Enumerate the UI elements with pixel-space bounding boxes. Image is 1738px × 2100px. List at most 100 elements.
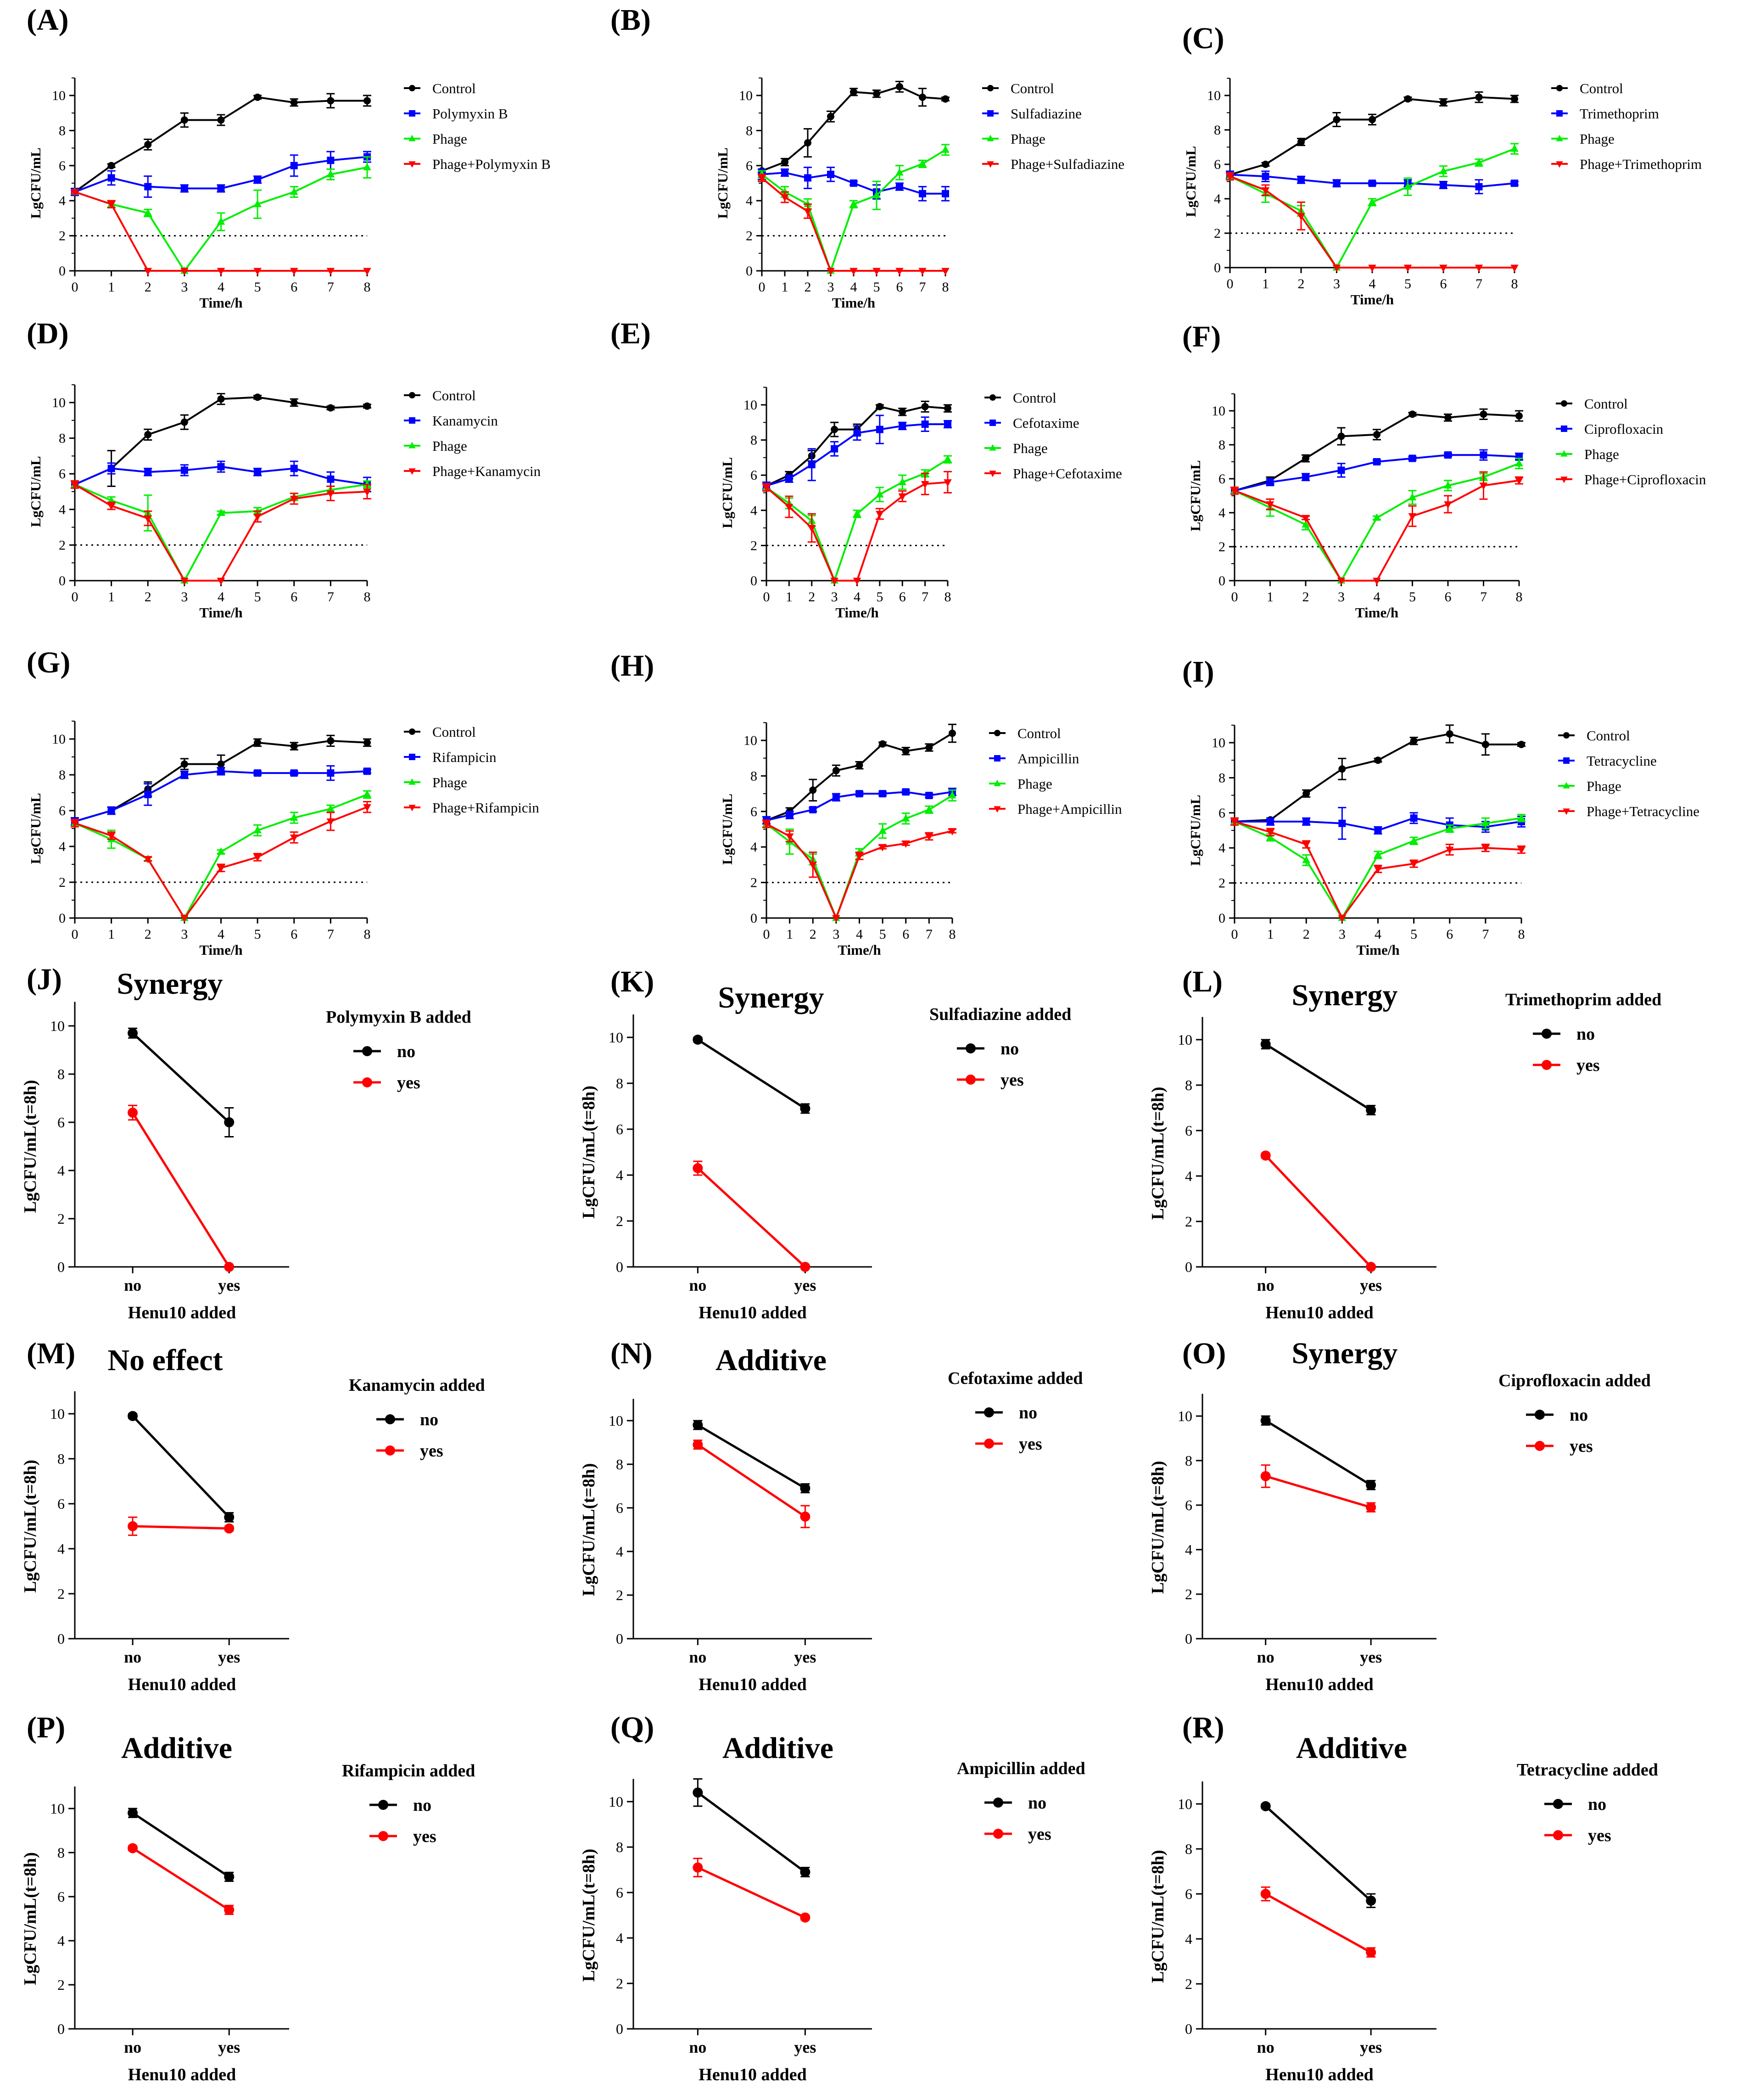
data-point: [1515, 412, 1523, 420]
x-tick-label: no: [124, 2038, 141, 2056]
y-tick-label: 10: [743, 398, 757, 413]
data-point: [876, 511, 884, 519]
y-axis-label: LgCFU/mL(t=8h): [579, 1463, 598, 1596]
data-point: [128, 1808, 138, 1818]
data-point: [144, 515, 152, 523]
y-tick-label: 10: [1212, 735, 1225, 750]
data-point: [1368, 264, 1376, 272]
data-point: [1518, 740, 1525, 748]
data-point: [144, 468, 152, 476]
data-point: [800, 1512, 810, 1522]
data-point: [762, 484, 771, 492]
y-axis-label: LgCFU/mL: [719, 457, 735, 528]
series-line: [74, 770, 368, 823]
legend: Kanamycin added no yes: [349, 1376, 485, 1461]
data-point: [107, 833, 116, 840]
x-tick-label: 1: [782, 280, 788, 295]
legend-label: Control: [1584, 396, 1628, 412]
series-line: [74, 483, 368, 582]
legend-title: Rifampicin added: [342, 1761, 475, 1781]
y-tick-label: 6: [57, 1114, 65, 1131]
data-point: [1262, 161, 1269, 168]
data-point: [1511, 179, 1518, 187]
data-point: [762, 821, 771, 829]
data-point: [290, 769, 298, 777]
data-point: [901, 840, 910, 848]
legend-label: yes: [1000, 1070, 1024, 1090]
x-tick-label: 6: [899, 589, 906, 605]
y-tick-label: 10: [50, 1800, 65, 1817]
y-axis-label: LgCFU/mL(t=8h): [21, 1852, 40, 1985]
series-line: [761, 85, 946, 172]
y-tick-label: 2: [1218, 876, 1225, 891]
legend-swatch-marker: [987, 161, 994, 168]
data-point: [902, 747, 910, 755]
legend-swatch-marker: [408, 442, 416, 448]
data-point: [1517, 813, 1526, 821]
series-control: [71, 734, 371, 826]
x-tick-label: 6: [291, 927, 297, 942]
y-tick-label: 6: [746, 158, 753, 174]
series-phage-ciprofloxacin: [1230, 471, 1523, 585]
y-tick-label: 2: [1185, 1213, 1192, 1230]
timecourse-panel-g: (G) 0 2 4 6 8 10 0 1 2 3 4 5 6 7 8 Time/h LgCFU/mL Control…: [27, 646, 539, 958]
data-point: [253, 854, 262, 862]
data-point: [326, 818, 335, 826]
legend-label: Phage: [1584, 446, 1619, 462]
y-tick-label: 10: [609, 1793, 623, 1810]
y-tick-label: 4: [750, 840, 757, 855]
data-point: [1403, 264, 1412, 272]
data-point: [128, 1028, 138, 1038]
x-tick-label: 8: [949, 927, 956, 942]
series-yes: [693, 1858, 810, 1923]
panel-label: (N): [610, 1337, 653, 1370]
data-point: [290, 496, 298, 504]
series-rifampicin: [71, 765, 371, 826]
legend-swatch-marker: [1560, 476, 1568, 483]
data-point: [1444, 451, 1452, 459]
data-point: [327, 157, 335, 164]
legend-label: Phage+Rifampicin: [432, 800, 539, 816]
legend-label: Phage: [1017, 776, 1052, 792]
series-phage: [758, 144, 950, 274]
series-no: [693, 1778, 810, 1877]
y-tick-label: 10: [1178, 1796, 1192, 1812]
series-yes: [1260, 1464, 1376, 1513]
panel-label: (D): [27, 317, 69, 350]
data-point: [363, 480, 371, 487]
x-tick-label: 6: [902, 927, 909, 942]
y-tick-label: 2: [616, 1975, 623, 1992]
data-point: [1333, 116, 1341, 123]
y-tick-label: 10: [50, 1406, 65, 1422]
y-tick-label: 8: [59, 123, 66, 138]
legend-title: Ciprofloxacin added: [1498, 1371, 1651, 1390]
interaction-panel-p: (P) Additive 0 2 4 6 8 10 no yes Henu10 added LgCFU…: [21, 1711, 475, 2084]
data-point: [809, 806, 817, 813]
series-line: [1265, 1043, 1372, 1111]
legend-label: Tetracycline: [1587, 753, 1657, 769]
legend-label: no: [413, 1796, 431, 1815]
data-point: [217, 185, 225, 192]
data-point: [855, 853, 864, 861]
series-phage-ampicillin: [762, 819, 956, 923]
legend-label: Kanamycin: [432, 413, 498, 429]
legend-label: Phage+Ampicillin: [1017, 801, 1122, 817]
legend-label: Control: [1587, 728, 1630, 744]
data-point: [1475, 183, 1483, 190]
series-line: [697, 1038, 806, 1110]
data-point: [809, 862, 817, 869]
legend-swatch-marker: [378, 1831, 388, 1841]
data-point: [1517, 846, 1526, 854]
legend-swatch-marker: [1542, 1060, 1552, 1070]
y-tick-label: 6: [1218, 471, 1225, 487]
x-tick-label: 7: [1480, 589, 1487, 605]
data-point: [1374, 756, 1382, 764]
data-point: [809, 786, 817, 794]
series-phage: [71, 156, 371, 274]
data-point: [785, 504, 794, 511]
x-axis-label: Time/h: [832, 295, 875, 311]
y-tick-label: 0: [59, 573, 66, 588]
series-phage: [71, 790, 371, 921]
x-tick-label: 5: [873, 280, 880, 295]
